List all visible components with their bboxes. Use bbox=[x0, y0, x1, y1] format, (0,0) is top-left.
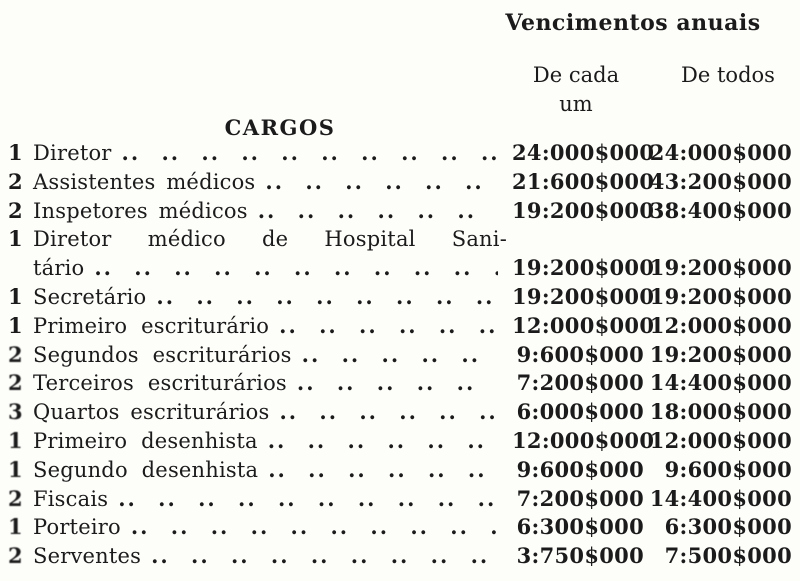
row-value-each: 12:000$000 bbox=[512, 427, 655, 453]
column-header-each: De cada um bbox=[506, 61, 646, 119]
row-value-each: 6:300$000 bbox=[516, 514, 644, 540]
row-value-total: 9:600$000 bbox=[664, 456, 792, 482]
row-label: Inspetores médicos bbox=[33, 198, 248, 223]
row-label: Terceiros escriturários bbox=[33, 371, 287, 396]
row-label: Segundo desenhista bbox=[33, 457, 259, 482]
row-qty: 2 bbox=[8, 370, 23, 396]
row-qty: 3 bbox=[8, 399, 23, 425]
page-title: Vencimentos anuais bbox=[505, 10, 761, 36]
dot-leader: .. .. .. .. .. .. .. .. .. .. .. .. .. .… bbox=[279, 399, 498, 425]
row-value-each: 19:200$000 bbox=[512, 283, 655, 309]
dot-leader: .. .. .. .. .. .. .. .. .. .. .. .. .. .… bbox=[121, 140, 498, 165]
table-row: 2 Inspetores médicos .. .. .. .. .. .. .… bbox=[8, 198, 792, 227]
dot-leader: .. .. .. .. .. .. .. .. .. .. .. .. .. .… bbox=[279, 312, 498, 338]
row-qty: 2 bbox=[8, 197, 23, 223]
row-qty: 1 bbox=[8, 283, 23, 309]
row-value-each: 9:600$000 bbox=[516, 341, 644, 367]
dot-leader: .. .. .. .. .. .. .. .. .. .. .. .. .. .… bbox=[94, 255, 498, 281]
dot-leader: .. .. .. .. .. .. .. .. .. .. .. .. .. .… bbox=[301, 341, 498, 367]
row-qty: 1 bbox=[8, 140, 23, 165]
column-header-each-line2: um bbox=[559, 92, 593, 116]
row-label: Porteiro bbox=[33, 515, 121, 540]
row-value-each: 3:750$000 bbox=[516, 543, 644, 569]
salary-table: 1 Diretor .. .. .. .. .. .. .. .. .. .. … bbox=[8, 140, 792, 572]
row-value-total: 43:200$000 bbox=[649, 168, 792, 194]
table-row: 1 Porteiro .. .. .. .. .. .. .. .. .. ..… bbox=[8, 514, 792, 543]
row-value-total: 19:200$000 bbox=[649, 255, 792, 281]
row-label: Assistentes médicos bbox=[33, 169, 256, 194]
table-row: 2 Terceiros escriturários .. .. .. .. ..… bbox=[8, 370, 792, 399]
dot-leader: .. .. .. .. .. .. .. .. .. .. .. .. .. .… bbox=[268, 456, 498, 482]
row-value-total: 12:000$000 bbox=[649, 427, 792, 453]
table-row: 2 Serventes .. .. .. .. .. .. .. .. .. .… bbox=[8, 543, 792, 572]
row-label: Primeiro escriturário bbox=[33, 313, 270, 338]
row-value-each: 24:000$000 bbox=[512, 140, 655, 165]
table-row: 1 Segundo desenhista .. .. .. .. .. .. .… bbox=[8, 457, 792, 486]
table-row: 2 Segundos escriturários .. .. .. .. .. … bbox=[8, 342, 792, 371]
row-value-each: 9:600$000 bbox=[516, 456, 644, 482]
row-qty: 1 bbox=[8, 226, 23, 252]
row-qty: 2 bbox=[8, 341, 23, 367]
row-value-total: 24:000$000 bbox=[649, 140, 792, 165]
row-qty: 1 bbox=[8, 427, 23, 453]
row-value-each: 6:000$000 bbox=[516, 399, 644, 425]
dot-leader: .. .. .. .. .. .. .. .. .. .. .. .. .. .… bbox=[265, 168, 498, 194]
row-value-total: 14:400$000 bbox=[649, 370, 792, 396]
row-value-each: 12:000$000 bbox=[512, 312, 655, 338]
row-value-each: 7:200$000 bbox=[516, 485, 644, 511]
row-qty: 2 bbox=[8, 485, 23, 511]
dot-leader: .. .. .. .. .. .. .. .. .. .. .. .. .. .… bbox=[118, 485, 498, 511]
row-value-total: 19:200$000 bbox=[649, 283, 792, 309]
table-row: 1 Secretário .. .. .. .. .. .. .. .. .. … bbox=[8, 284, 792, 313]
row-label: Primeiro desenhista bbox=[33, 428, 258, 453]
row-label: Segundos escriturários bbox=[33, 342, 292, 367]
row-qty: 2 bbox=[8, 168, 23, 194]
table-row: 1 Diretor .. .. .. .. .. .. .. .. .. .. … bbox=[8, 140, 792, 169]
table-row: 2 Fiscais .. .. .. .. .. .. .. .. .. .. … bbox=[8, 486, 792, 515]
row-qty: 2 bbox=[8, 543, 23, 569]
row-label: Secretário bbox=[33, 284, 147, 309]
row-value-each: 7:200$000 bbox=[516, 370, 644, 396]
row-value-total: 7:500$000 bbox=[664, 543, 792, 569]
row-value-total: 12:000$000 bbox=[649, 312, 792, 338]
row-value-total: 14:400$000 bbox=[649, 485, 792, 511]
row-qty: 1 bbox=[8, 514, 23, 540]
dot-leader: .. .. .. .. .. .. .. .. .. .. .. .. .. .… bbox=[156, 283, 498, 309]
table-row-continuation: tário .. .. .. .. .. .. .. .. .. .. .. .… bbox=[8, 255, 792, 284]
table-row: 3 Quartos escriturários .. .. .. .. .. .… bbox=[8, 399, 792, 428]
dot-leader: .. .. .. .. .. .. .. .. .. .. .. .. .. .… bbox=[257, 197, 498, 223]
cargos-header: CARGOS bbox=[224, 115, 336, 140]
row-value-each: 19:200$000 bbox=[512, 197, 655, 223]
row-label: Fiscais bbox=[33, 486, 109, 511]
dot-leader: .. .. .. .. .. .. .. .. .. .. .. .. .. .… bbox=[130, 514, 498, 540]
row-value-each: 21:600$000 bbox=[512, 168, 655, 194]
table-row: 1 Diretor médico de Hospital Sani- bbox=[8, 226, 792, 255]
row-label: Serventes bbox=[33, 544, 142, 569]
row-qty: 1 bbox=[8, 312, 23, 338]
row-label: Diretor médico de Hospital Sani- bbox=[33, 227, 507, 252]
row-value-total: 19:200$000 bbox=[649, 341, 792, 367]
table-row: 1 Primeiro escriturário .. .. .. .. .. .… bbox=[8, 313, 792, 342]
row-value-each: 19:200$000 bbox=[512, 255, 655, 281]
column-header-each-line1: De cada bbox=[532, 63, 620, 87]
dot-leader: .. .. .. .. .. .. .. .. .. .. .. .. .. .… bbox=[296, 370, 498, 396]
row-label: tário bbox=[33, 256, 85, 281]
column-header-total: De todos bbox=[681, 63, 775, 87]
row-value-total: 38:400$000 bbox=[649, 197, 792, 223]
dot-leader: .. .. .. .. .. .. .. .. .. .. .. .. .. .… bbox=[267, 427, 498, 453]
dot-leader: .. .. .. .. .. .. .. .. .. .. .. .. .. .… bbox=[151, 543, 498, 569]
row-qty: 1 bbox=[8, 456, 23, 482]
row-value-total: 18:000$000 bbox=[649, 399, 792, 425]
row-value-total: 6:300$000 bbox=[664, 514, 792, 540]
table-row: 1 Primeiro desenhista .. .. .. .. .. .. … bbox=[8, 428, 792, 457]
row-label: Quartos escriturários bbox=[33, 400, 270, 425]
row-label: Diretor bbox=[33, 141, 112, 165]
table-row: 2 Assistentes médicos .. .. .. .. .. .. … bbox=[8, 169, 792, 198]
